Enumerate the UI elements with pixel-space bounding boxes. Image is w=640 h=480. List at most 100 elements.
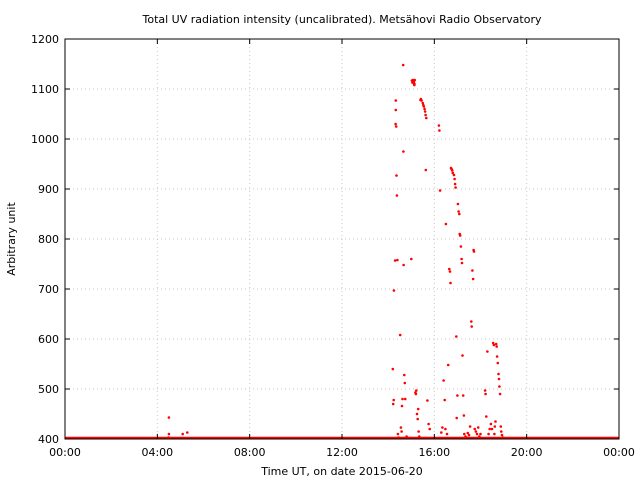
data-point	[458, 212, 461, 216]
data-point	[490, 427, 494, 431]
data-point	[403, 381, 407, 385]
y-tick-label: 500	[38, 383, 59, 396]
data-point	[496, 361, 500, 365]
y-tick-label: 1200	[31, 33, 59, 46]
data-point	[415, 389, 418, 392]
data-point	[485, 415, 488, 418]
data-point	[443, 398, 447, 402]
data-point	[428, 427, 432, 431]
y-tick-label: 1000	[31, 133, 59, 146]
y-tick-label: 600	[38, 333, 59, 346]
data-point	[417, 430, 420, 433]
data-point	[451, 171, 455, 175]
data-point	[500, 430, 503, 433]
data-point	[424, 113, 427, 117]
data-point	[416, 417, 420, 421]
data-point	[397, 436, 400, 439]
x-tick-label: 04:00	[141, 446, 173, 459]
data-point	[488, 427, 492, 431]
data-point	[456, 202, 460, 206]
data-point	[438, 189, 442, 192]
data-point	[413, 78, 417, 82]
data-point	[445, 432, 449, 436]
data-point	[421, 101, 425, 105]
data-point	[495, 345, 499, 348]
y-tick-label: 900	[38, 183, 59, 196]
data-point	[401, 397, 404, 401]
data-point	[479, 432, 482, 436]
data-point	[415, 412, 419, 416]
data-point	[394, 99, 398, 102]
chart-title: Total UV radiation intensity (uncalibrat…	[142, 13, 542, 26]
data-point	[499, 425, 503, 428]
data-point	[463, 432, 466, 436]
data-point	[476, 426, 480, 429]
data-point	[484, 392, 487, 396]
data-point	[424, 168, 428, 172]
data-point	[453, 182, 457, 186]
data-point	[475, 432, 479, 436]
data-point	[423, 110, 427, 113]
data-point	[497, 372, 500, 376]
data-point	[457, 210, 460, 213]
x-axis-label: Time UT, on date 2015-06-20	[260, 465, 423, 478]
data-point	[167, 416, 171, 419]
data-point	[391, 367, 395, 371]
data-point	[167, 436, 170, 439]
data-point	[493, 425, 497, 428]
data-point	[448, 267, 451, 271]
data-point	[394, 108, 398, 112]
data-point	[396, 258, 399, 262]
data-point	[470, 320, 473, 323]
data-point	[497, 377, 501, 381]
grid-lines	[65, 39, 619, 439]
data-point	[400, 430, 403, 433]
data-point	[402, 150, 405, 153]
data-point	[414, 392, 418, 396]
data-point	[438, 129, 441, 132]
data-point	[423, 107, 426, 111]
data-point	[403, 397, 407, 401]
data-point	[427, 422, 430, 426]
data-point	[413, 82, 416, 86]
data-point	[394, 125, 398, 128]
data-point	[498, 385, 501, 388]
data-point	[401, 63, 405, 67]
data-point	[394, 122, 397, 126]
data-point	[442, 379, 445, 382]
data-point	[456, 394, 459, 397]
y-axis-label: Arbitrary unit	[5, 202, 18, 276]
data-point	[453, 177, 456, 181]
data-point	[393, 259, 397, 262]
data-point	[392, 398, 396, 402]
data-point	[494, 342, 498, 346]
data-point	[449, 281, 452, 285]
data-point	[444, 427, 447, 431]
data-point	[500, 433, 504, 437]
data-point	[454, 186, 457, 189]
data-point	[455, 335, 458, 338]
data-point	[400, 404, 404, 408]
data-point	[452, 173, 456, 177]
data-point	[498, 392, 502, 396]
data-point	[402, 263, 405, 267]
data-point	[460, 257, 463, 261]
data-point	[405, 435, 408, 438]
y-tick-label: 800	[38, 233, 59, 246]
data-point	[444, 222, 448, 226]
data-point	[487, 432, 490, 436]
data-point	[391, 402, 395, 406]
x-tick-label: 00:00	[603, 446, 635, 459]
data-point	[460, 261, 464, 265]
axis-ticks: 00:00 04:00 08:00 12:00 16:00 20:00 00:0040050…	[31, 33, 635, 459]
data-point	[474, 430, 478, 433]
x-tick-label: 16:00	[418, 446, 450, 459]
data-point	[395, 194, 399, 197]
data-point	[472, 250, 476, 253]
x-tick-label: 08:00	[234, 446, 266, 459]
data-point	[492, 343, 496, 347]
data-point	[186, 431, 189, 434]
y-tick-label: 400	[38, 433, 59, 446]
data-point	[422, 105, 426, 108]
